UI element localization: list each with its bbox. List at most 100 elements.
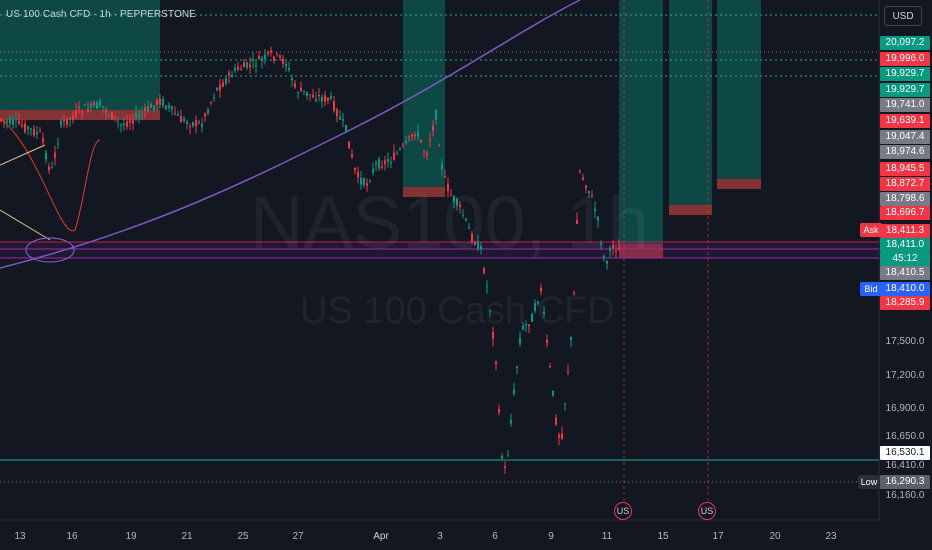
candle-body — [168, 105, 170, 108]
candle-body — [261, 58, 263, 61]
stop-zone — [717, 179, 761, 189]
stop-zone — [0, 110, 160, 120]
candle-body — [594, 208, 596, 212]
time-tick-label: 9 — [548, 531, 554, 542]
price-label: 18,410.0 — [880, 282, 930, 296]
candle-body — [120, 124, 122, 126]
candle-body — [372, 168, 374, 173]
candle-body — [102, 106, 104, 108]
candle-body — [420, 139, 422, 143]
candle-body — [63, 119, 65, 122]
candle-body — [192, 122, 194, 127]
candle-body — [153, 105, 155, 110]
candle-body — [15, 119, 17, 121]
candle-body — [303, 90, 305, 92]
candle-body — [591, 195, 593, 197]
price-label: 18,696.7 — [880, 206, 930, 220]
candle-body — [315, 99, 317, 101]
candle-body — [3, 120, 5, 122]
candle-body — [66, 118, 68, 126]
candle-body — [546, 339, 548, 343]
us-flag-event-icon[interactable]: US — [614, 502, 632, 520]
candle-body — [171, 106, 173, 110]
time-tick-label: 17 — [712, 531, 724, 542]
candle-body — [18, 120, 20, 124]
candle-body — [189, 126, 191, 128]
symbol-legend[interactable]: US 100 Cash CFD · 1h · PEPPERSTONE — [6, 9, 196, 20]
candle-body — [429, 139, 431, 142]
candle-body — [90, 103, 92, 108]
candle-body — [51, 167, 53, 169]
candle-body — [459, 204, 461, 207]
candle-body — [234, 67, 236, 71]
candle-body — [360, 178, 362, 185]
candle-body — [348, 141, 350, 149]
candle-body — [513, 389, 515, 394]
candle-body — [396, 153, 398, 155]
candle-body — [267, 51, 269, 54]
candle-body — [291, 78, 293, 80]
candle-body — [183, 118, 185, 122]
price-label: 19,047.4 — [880, 130, 930, 144]
candle-body — [123, 123, 125, 126]
candle-body — [426, 153, 428, 155]
support-zone — [0, 242, 879, 258]
candle-body — [213, 97, 215, 99]
candle-body — [36, 132, 38, 135]
candle-body — [87, 108, 89, 112]
candle-body — [180, 116, 182, 123]
candle-body — [516, 366, 518, 369]
candle-body — [492, 332, 494, 339]
candle-body — [327, 97, 329, 101]
candle-body — [111, 111, 113, 120]
target-zone — [669, 0, 712, 205]
candle-body — [57, 143, 59, 145]
candle-body — [423, 151, 425, 153]
candle-body — [495, 361, 497, 365]
candle-body — [201, 123, 203, 127]
candle-body — [378, 159, 380, 169]
candle-body — [132, 119, 134, 124]
candle-body — [165, 105, 167, 109]
candle-body — [330, 95, 332, 99]
candle-body — [435, 110, 437, 120]
bid-tag: Bid — [860, 282, 882, 296]
candle-body — [144, 107, 146, 111]
candle-body — [405, 141, 407, 144]
candle-body — [198, 122, 200, 124]
candle-body — [588, 191, 590, 194]
target-zone — [0, 0, 160, 110]
candle-body — [270, 50, 272, 53]
currency-button[interactable]: USD — [884, 6, 922, 26]
time-tick-label: 20 — [769, 531, 781, 542]
candle-body — [9, 118, 11, 124]
time-tick-label: 23 — [825, 531, 837, 542]
candle-body — [318, 95, 320, 97]
candle-body — [477, 241, 479, 251]
candle-body — [576, 220, 578, 225]
candle-body — [333, 101, 335, 111]
candle-body — [393, 152, 395, 160]
indicator-curve — [0, 117, 101, 232]
us-flag-event-icon[interactable]: US — [698, 502, 716, 520]
candle-body — [174, 113, 176, 115]
event-flag-label: US — [700, 506, 714, 516]
candle-body — [237, 66, 239, 70]
candle-body — [27, 126, 29, 129]
candle-body — [300, 87, 302, 92]
price-label: 16,290.3 — [880, 475, 930, 489]
candle-body — [540, 287, 542, 292]
price-label: 18,798.6 — [880, 192, 930, 206]
candle-body — [309, 94, 311, 96]
candle-body — [282, 58, 284, 64]
price-label: 18,285.9 — [880, 296, 930, 310]
price-label: 45:12 — [880, 252, 930, 266]
candle-body — [471, 233, 473, 241]
candle-body — [150, 104, 152, 108]
candle-body — [600, 243, 602, 245]
candle-body — [219, 84, 221, 91]
candle-body — [369, 180, 371, 182]
candle-body — [126, 121, 128, 127]
price-label: 20,097.2 — [880, 36, 930, 50]
